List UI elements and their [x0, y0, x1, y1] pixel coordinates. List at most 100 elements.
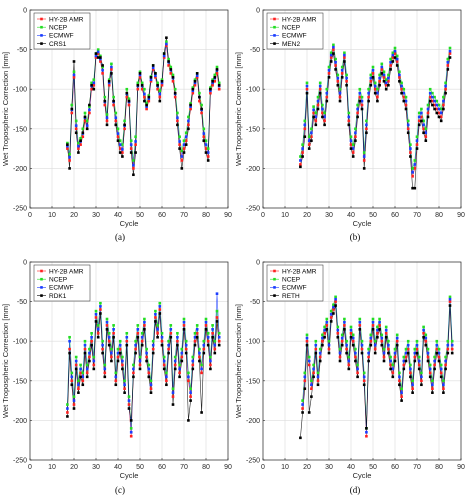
data-point	[442, 107, 445, 111]
data-point	[176, 335, 179, 339]
data-point	[378, 317, 381, 321]
data-point	[77, 147, 80, 150]
data-point	[92, 83, 96, 87]
data-point	[428, 363, 432, 367]
data-point	[90, 83, 93, 87]
data-point	[94, 54, 98, 58]
data-point	[83, 339, 87, 343]
data-point	[132, 159, 135, 162]
data-point	[70, 371, 74, 375]
data-point	[132, 167, 135, 170]
data-point	[90, 339, 93, 343]
data-point	[66, 411, 69, 414]
legend-swatch-marker-0	[40, 269, 43, 273]
data-point	[327, 339, 331, 343]
data-point	[376, 95, 379, 99]
data-point	[340, 339, 344, 343]
data-point	[147, 367, 151, 371]
data-point	[121, 143, 124, 146]
data-point	[125, 335, 129, 339]
data-point	[318, 347, 322, 351]
data-point	[129, 151, 133, 154]
data-point	[367, 359, 370, 363]
data-point	[171, 403, 175, 406]
data-point	[371, 317, 375, 321]
data-point	[307, 135, 311, 139]
data-point	[305, 333, 309, 337]
data-point	[393, 355, 397, 359]
data-point	[193, 83, 197, 87]
data-point	[435, 99, 439, 103]
data-point	[398, 70, 401, 74]
data-point	[446, 57, 450, 61]
data-point	[204, 317, 208, 321]
data-point	[400, 395, 403, 398]
data-point	[307, 147, 311, 150]
data-point	[77, 387, 80, 391]
data-point	[134, 351, 137, 355]
data-point	[180, 347, 184, 351]
data-point	[134, 135, 137, 139]
data-point	[125, 91, 129, 95]
data-point	[125, 95, 129, 99]
data-point	[211, 335, 214, 339]
data-point	[336, 335, 340, 339]
data-point	[448, 300, 452, 303]
data-point	[180, 351, 184, 355]
data-point	[114, 116, 118, 120]
data-point	[112, 95, 115, 99]
data-point	[411, 387, 414, 391]
data-point	[354, 127, 357, 131]
data-point	[411, 379, 414, 383]
data-point	[356, 375, 359, 379]
data-point	[433, 103, 436, 107]
data-point	[74, 355, 78, 359]
data-point	[81, 375, 85, 379]
data-point	[193, 339, 197, 343]
data-point	[349, 135, 353, 139]
data-point	[68, 351, 71, 355]
data-point	[193, 335, 197, 339]
data-point	[171, 387, 175, 391]
data-point	[118, 143, 122, 146]
data-point	[365, 434, 368, 438]
data-point	[182, 139, 186, 142]
chart-panel-2: 0 10 20 30 40 50 60 70 80 90 0 -50 -100 -150 -200 -250 C…	[234, 8, 465, 243]
data-point	[70, 383, 74, 387]
data-point	[400, 91, 403, 95]
data-point	[299, 165, 302, 169]
data-point	[422, 328, 425, 332]
data-point	[391, 56, 395, 59]
data-point	[393, 52, 397, 55]
data-point	[85, 363, 89, 367]
data-point	[347, 119, 351, 123]
data-point	[338, 347, 342, 351]
data-point	[391, 363, 395, 367]
data-point	[129, 147, 133, 150]
data-point	[371, 324, 375, 327]
data-point	[110, 347, 113, 351]
data-point	[103, 103, 107, 107]
data-point	[435, 103, 439, 107]
data-point	[312, 363, 315, 367]
data-point	[176, 331, 179, 335]
data-point	[420, 111, 423, 115]
data-point	[389, 60, 392, 64]
data-point	[165, 379, 168, 383]
data-point	[334, 297, 337, 301]
data-point	[77, 144, 80, 148]
data-point	[136, 331, 140, 335]
data-point	[373, 343, 377, 347]
data-point	[406, 347, 410, 351]
data-point	[165, 44, 168, 47]
data-point	[413, 351, 417, 355]
data-point	[422, 325, 425, 329]
data-point	[314, 343, 318, 347]
chart-panel-3: 0 10 20 30 40 50 60 70 80 90 0 -50 -100 -150 -200 -250 C…	[1, 260, 232, 496]
data-point	[66, 403, 69, 406]
data-point	[154, 312, 157, 316]
data-point	[376, 328, 379, 332]
data-point	[112, 103, 115, 107]
data-point	[343, 53, 346, 57]
